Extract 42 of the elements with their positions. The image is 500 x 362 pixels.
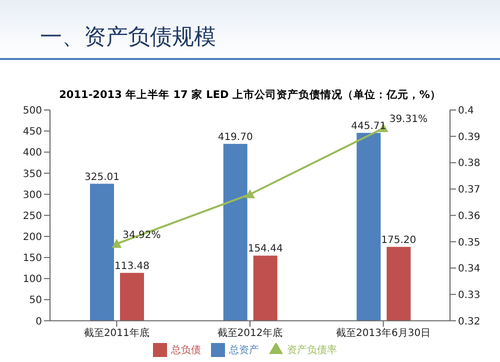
y2-tick-label: 0.32 bbox=[458, 316, 480, 328]
bar bbox=[253, 256, 278, 321]
y2-tick-label: 0.4 bbox=[458, 106, 474, 117]
legend-label: 资产负债率 bbox=[287, 344, 337, 356]
bar bbox=[223, 144, 248, 321]
point bbox=[245, 189, 255, 198]
legend-label: 总负债 bbox=[171, 344, 201, 356]
y-tick-label: 400 bbox=[22, 148, 42, 159]
bar bbox=[356, 132, 381, 321]
bar bbox=[90, 184, 114, 321]
y-tick-label: 250 bbox=[22, 210, 42, 222]
y-tick-label: 200 bbox=[22, 232, 42, 243]
y-tick-label: 300 bbox=[22, 190, 42, 201]
y-tick-label: 350 bbox=[22, 168, 42, 180]
legend-label: 总资产 bbox=[229, 344, 259, 356]
chart-subtitle: 2011-2013 年上半年 17 家 LED 上市公司资产负债情况（单位：亿元，%） bbox=[58, 88, 442, 102]
y2-tick-label: 0.34 bbox=[458, 264, 480, 275]
point bbox=[112, 238, 122, 248]
data-label: 325.01 bbox=[84, 172, 120, 183]
y-tick-label: 100 bbox=[22, 274, 42, 286]
x-tick-label: 截至2012年底 bbox=[217, 326, 283, 339]
y2-tick-label: 0.33 bbox=[458, 290, 480, 301]
chart-title: 一、资产负债规模 bbox=[0, 0, 500, 60]
y2-tick-label: 0.39 bbox=[458, 132, 480, 143]
y-tick-label: 50 bbox=[29, 295, 42, 306]
y2-tick-label: 0.38 bbox=[458, 158, 480, 170]
data-label: 175.20 bbox=[381, 234, 416, 246]
data-label: 39.31% bbox=[389, 114, 428, 126]
y2-tick-label: 0.35 bbox=[458, 237, 480, 248]
y-tick-label: 150 bbox=[22, 253, 42, 264]
data-label: 419.70 bbox=[218, 132, 253, 143]
data-label: 113.48 bbox=[114, 260, 150, 272]
y-tick-label: 450 bbox=[22, 126, 42, 138]
y2-tick-label: 0.37 bbox=[458, 184, 480, 196]
bar bbox=[120, 272, 144, 321]
y-tick-label: 500 bbox=[22, 106, 42, 117]
y-tick-label: 0 bbox=[36, 316, 42, 328]
bar bbox=[386, 246, 411, 321]
data-label: 154.44 bbox=[248, 244, 283, 255]
x-tick-label: 截至2013年6月30日 bbox=[336, 326, 431, 339]
x-tick-label: 截至2011年底 bbox=[84, 326, 150, 339]
y2-tick-label: 0.36 bbox=[458, 210, 480, 222]
